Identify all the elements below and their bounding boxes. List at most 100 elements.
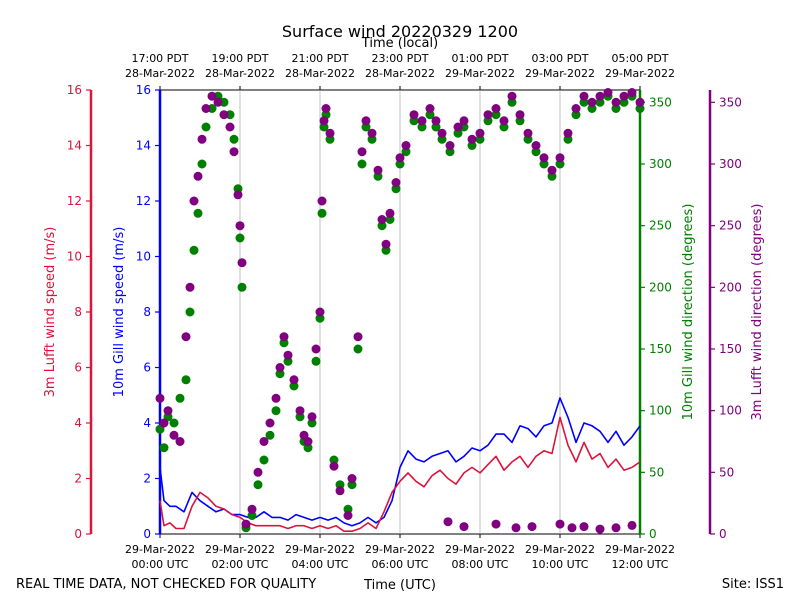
3m-lufft-wind-direction-point	[443, 517, 453, 527]
10m-gill-wind-direction-point	[377, 221, 387, 231]
lufft-direction-axis-tick-label: 300	[719, 157, 742, 171]
10m-gill-wind-direction-point	[193, 208, 203, 218]
top-tick-label-date: 28-Mar-2022	[285, 67, 355, 80]
3m-lufft-wind-direction-point	[225, 122, 235, 132]
3m-lufft-wind-direction-point	[169, 430, 179, 440]
lufft-direction-axis-tick-label: 350	[719, 95, 742, 109]
3m-lufft-wind-direction-point	[445, 141, 455, 150]
3m-lufft-wind-direction-point	[391, 178, 401, 187]
lufft-direction-axis-tick-label: 250	[719, 219, 742, 233]
3m-lufft-wind-direction-point	[303, 437, 313, 446]
3m-lufft-wind-direction-point	[295, 406, 305, 416]
3m-lufft-wind-direction-point	[491, 104, 501, 113]
top-tick-label-time: 21:00 PDT	[291, 52, 348, 65]
gill-speed-axis-tick-label: 2	[143, 472, 151, 486]
10m-gill-wind-direction-point	[175, 393, 185, 403]
chart-title: Surface wind 20220329 1200	[282, 22, 518, 41]
3m-lufft-wind-direction-point	[571, 104, 581, 113]
3m-lufft-wind-direction-point	[627, 88, 637, 97]
x-tick-label-time: 04:00 UTC	[291, 558, 348, 571]
3m-lufft-wind-direction-point	[437, 128, 447, 138]
10m-gill-wind-direction-point	[319, 122, 329, 132]
lufft-speed-axis-tick-label: 6	[74, 361, 82, 375]
x-tick-label-time: 02:00 UTC	[211, 558, 268, 571]
3m-lufft-wind-direction-point	[361, 116, 371, 126]
gill-direction-axis-tick-label: 0	[649, 527, 657, 541]
lufft-speed-axis-label: 3m Lufft wind speed (m/s)	[43, 227, 58, 398]
x-tick-label-date: 29-Mar-2022	[365, 543, 435, 556]
3m-lufft-wind-direction-point	[603, 88, 613, 97]
3m-lufft-wind-direction-point	[385, 208, 395, 218]
3m-lufft-wind-direction-point	[353, 332, 363, 342]
3m-lufft-wind-direction-point	[381, 239, 391, 249]
10m-gill-wind-direction-point	[467, 141, 477, 150]
3m-lufft-wind-direction-point	[515, 110, 525, 120]
3m-lufft-wind-direction-point	[317, 196, 327, 206]
10m-gill-wind-direction-point	[499, 122, 509, 132]
10m-gill-wind-direction-point	[353, 344, 363, 354]
x-tick-label-time: 12:00 UTC	[611, 558, 668, 571]
gill-direction-axis-tick-label: 50	[649, 465, 664, 479]
3m-lufft-wind-direction-point	[193, 171, 203, 181]
3m-lufft-wind-direction-point	[213, 97, 223, 107]
3m-lufft-wind-direction-point	[627, 520, 637, 530]
3m-lufft-wind-direction-point	[453, 122, 463, 132]
3m-lufft-wind-direction-point	[207, 91, 217, 101]
3m-lufft-wind-direction-point	[635, 97, 645, 107]
10m-gill-wind-direction-point	[417, 122, 427, 132]
top-tick-label-time: 05:00 PDT	[611, 52, 668, 65]
10m-gill-wind-direction-point	[571, 110, 581, 120]
3m-lufft-wind-direction-point	[579, 522, 589, 532]
x-tick-label-time: 10:00 UTC	[531, 558, 588, 571]
x-tick-label-time: 06:00 UTC	[371, 558, 428, 571]
10m-gill-wind-direction-point	[247, 511, 257, 520]
gill-direction-axis-tick-label: 250	[649, 219, 672, 233]
3m-lufft-wind-direction-point	[265, 418, 275, 428]
lufft-speed-axis-tick-label: 14	[67, 139, 82, 153]
10m-gill-wind-direction-point	[385, 215, 395, 224]
3m-lufft-wind-direction-point	[587, 97, 597, 107]
10m-gill-wind-direction-point	[329, 455, 339, 465]
top-tick-label-time: 19:00 PDT	[211, 52, 268, 65]
gill-direction-axis-tick-label: 100	[649, 404, 672, 418]
10m-gill-wind-direction-point	[169, 418, 179, 428]
10m-gill-wind-direction-point	[317, 208, 327, 218]
10m-gill-wind-direction-point	[431, 122, 441, 132]
10m-gill-wind-direction-point	[445, 147, 455, 157]
10m-gill-wind-direction-point	[185, 307, 195, 317]
3m-lufft-wind-direction-point	[595, 524, 605, 534]
3m-lufft-wind-direction-point	[579, 91, 589, 101]
gill-speed-axis-tick-label: 4	[143, 416, 151, 430]
lufft-direction-axis-tick-label: 0	[719, 527, 727, 541]
lufft-direction-axis-tick-label: 50	[719, 465, 734, 479]
10m-gill-wind-direction-point	[611, 104, 621, 113]
3m-lufft-wind-direction-point	[241, 519, 251, 529]
3m-lufft-wind-direction-point	[253, 467, 263, 477]
3m-lufft-wind-direction-point	[401, 141, 411, 150]
3m-lufft-wind-direction-point	[567, 523, 577, 533]
3m-lufft-wind-direction-point	[343, 511, 353, 520]
10m-gill-wind-direction-point	[347, 480, 357, 490]
3m-lufft-wind-direction-point	[201, 104, 211, 113]
gill-speed-axis-tick-label: 8	[143, 305, 151, 319]
top-tick-label-date: 28-Mar-2022	[365, 67, 435, 80]
10m-gill-wind-direction-point	[425, 110, 435, 120]
10m-gill-wind-direction-point	[401, 147, 411, 157]
3m-lufft-wind-direction-point	[279, 332, 289, 342]
3m-lufft-wind-direction-point	[271, 393, 281, 403]
10m-gill-wind-direction-point	[391, 184, 401, 194]
top-tick-label-date: 29-Mar-2022	[605, 67, 675, 80]
top-tick-label-time: 03:00 PDT	[531, 52, 588, 65]
3m-lufft-wind-direction-point	[417, 116, 427, 126]
3m-lufft-wind-direction-point	[595, 91, 605, 101]
10m-gill-wind-direction-point	[189, 245, 199, 255]
3m-lufft-wind-direction-point	[555, 153, 565, 163]
gill-speed-axis-tick-label: 14	[136, 139, 151, 153]
10m-gill-wind-direction-point	[555, 159, 565, 169]
lufft-speed-axis-tick-label: 4	[74, 416, 82, 430]
top-tick-label-time: 01:00 PDT	[451, 52, 508, 65]
10m-gill-wind-direction-point	[395, 159, 405, 169]
3m-lufft-wind-direction-point	[467, 134, 477, 144]
3m-lufft-wind-direction-point	[315, 307, 325, 317]
